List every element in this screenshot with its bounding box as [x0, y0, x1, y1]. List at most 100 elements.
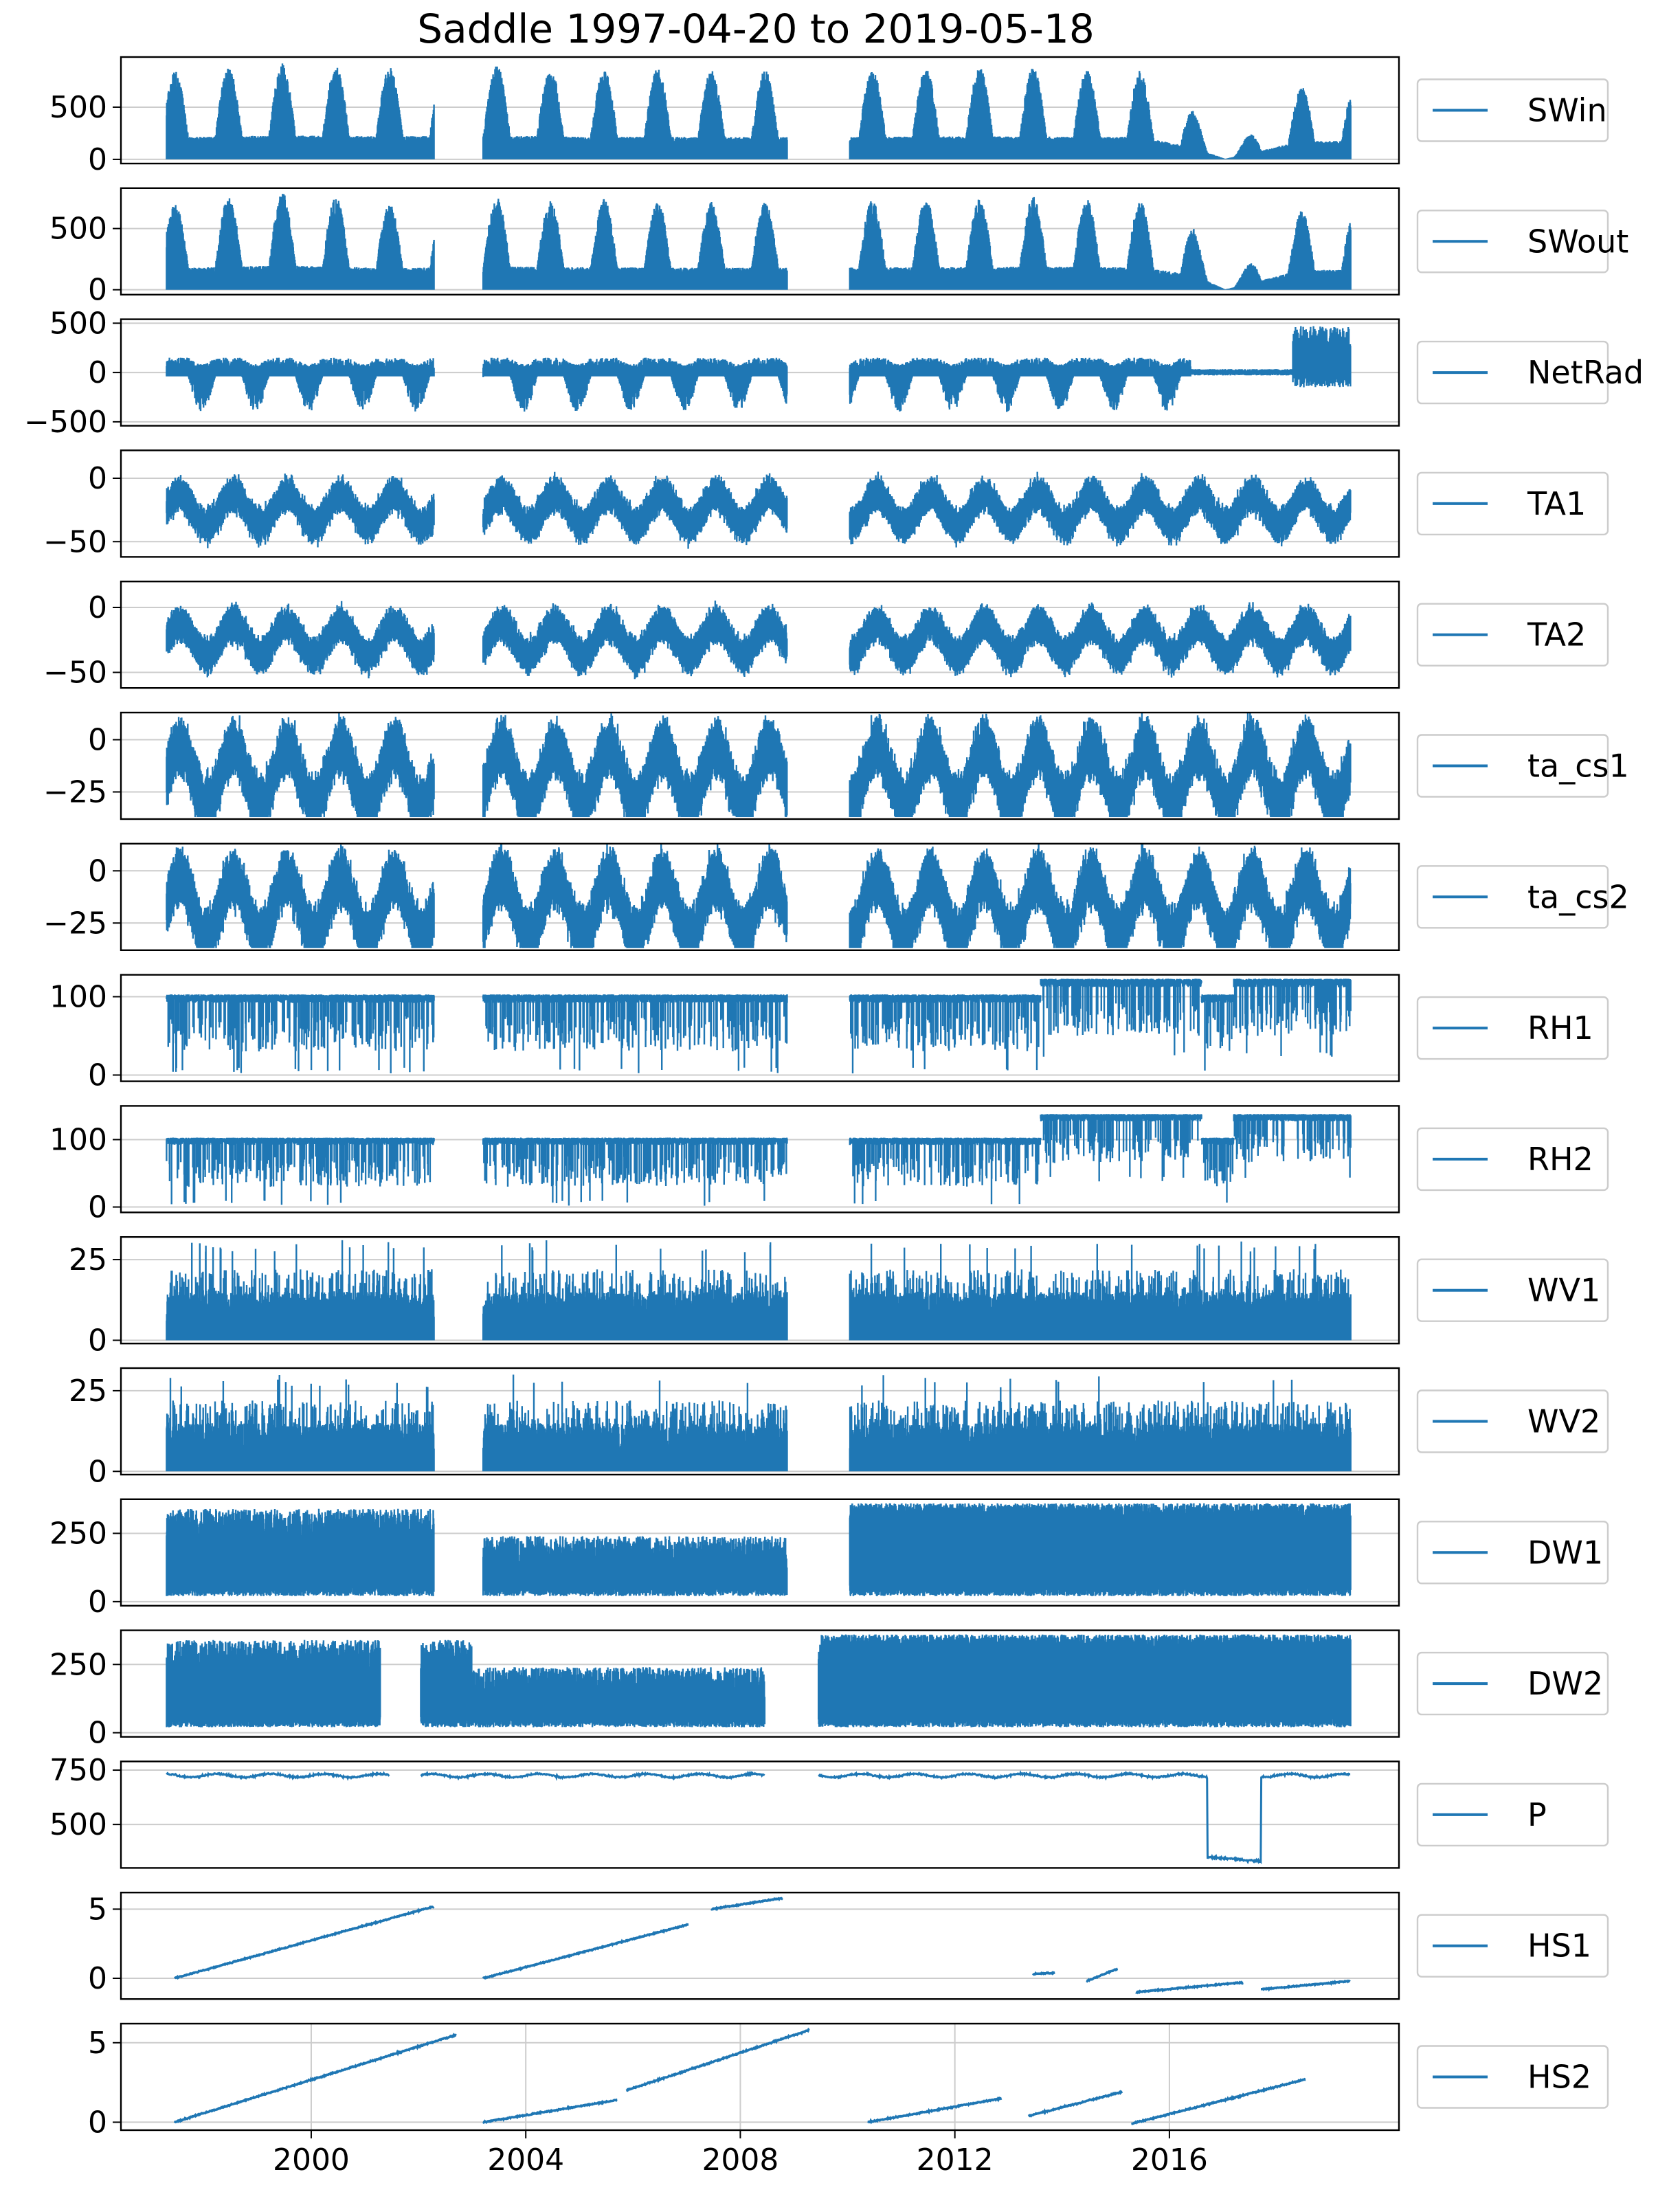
panel-frame [120, 1235, 1400, 1345]
legend-P: P [1416, 1782, 1609, 1847]
series-line [166, 601, 1352, 680]
legend-box [1416, 340, 1609, 405]
legend-box [1416, 1521, 1609, 1585]
panel-DW2: 250 0 DW2 [49, 1629, 1609, 1751]
legend-NetRad: NetRad [1416, 340, 1644, 405]
y-tick-label: 25 [69, 1374, 107, 1409]
series-segment [1135, 1980, 1244, 1995]
series-segment [482, 2098, 618, 2125]
legend-label: DW1 [1527, 1534, 1603, 1571]
legend-SWin: SWin [1416, 78, 1609, 142]
legend-box [1416, 734, 1609, 798]
panel-frame [120, 842, 1400, 952]
series-line [166, 1770, 1351, 1865]
legend-box [1416, 996, 1609, 1060]
y-tick-label: 0 [88, 355, 107, 390]
legend-box [1416, 1651, 1609, 1716]
y-tick-label: −50 [43, 524, 107, 559]
legend-label: ta_cs2 [1527, 878, 1629, 915]
series-line [166, 978, 1352, 1074]
series-segment [625, 2027, 810, 2092]
panel-TA1: 0 −50 TA1 [43, 449, 1609, 559]
y-tick-label: 25 [69, 1242, 107, 1277]
legend-HS2: HS2 [1416, 2045, 1609, 2109]
legend-label: TA2 [1527, 616, 1586, 653]
y-tick-label: 0 [88, 142, 107, 177]
x-tick-label: 2016 [1131, 2143, 1208, 2178]
legend-box [1416, 865, 1609, 929]
y-tick-label: 100 [49, 1122, 107, 1157]
legend-box [1416, 1782, 1609, 1847]
x-tick-label: 2004 [487, 2143, 564, 2178]
y-tick-label: 500 [49, 306, 107, 341]
y-tick-label: 100 [49, 980, 107, 1015]
panel-ta_cs2: 0 −25 ta_cs2 [43, 842, 1629, 952]
series-line [166, 471, 1352, 549]
legend-WV2: WV2 [1416, 1389, 1609, 1453]
panel-frame [120, 187, 1400, 295]
y-tick-label: 5 [88, 2026, 107, 2061]
y-tick-label: 0 [88, 461, 107, 496]
panel-frame [120, 581, 1400, 689]
series-RH2 [166, 1114, 1352, 1206]
legend-label: HS1 [1527, 1927, 1591, 1965]
figure-title: Saddle 1997-04-20 to 2019-05-18 [417, 5, 1094, 52]
y-tick-label: 0 [88, 273, 107, 308]
y-tick-label: 0 [88, 590, 107, 625]
panel-HS2: 5 0 2000 2004 2008 2012 2016 HS2 [88, 2022, 1609, 2178]
panel-frame [120, 1105, 1400, 1214]
panel-frame [120, 2022, 1400, 2132]
series-line [166, 1240, 1352, 1341]
legend-label: P [1527, 1796, 1547, 1833]
series-HS2 [173, 2027, 1306, 2125]
legend-ta_cs1: ta_cs1 [1416, 734, 1629, 798]
series-TA1 [166, 471, 1352, 549]
legend-ta_cs2: ta_cs2 [1416, 865, 1629, 929]
legend-label: NetRad [1527, 354, 1644, 391]
series-segment [1031, 1971, 1055, 1976]
panel-DW1: 250 0 DW1 [49, 1498, 1609, 1620]
legend-TA2: TA2 [1416, 603, 1609, 667]
series-SWin [166, 63, 1352, 159]
y-tick-label: 0 [88, 853, 107, 888]
panel-frame [120, 56, 1400, 165]
series-RH1 [166, 978, 1352, 1074]
y-tick-label: 0 [88, 1058, 107, 1093]
legend-box [1416, 1258, 1609, 1322]
y-tick-label: 500 [49, 90, 107, 125]
legend-label: ta_cs1 [1527, 748, 1629, 785]
y-tick-label: 500 [49, 1807, 107, 1842]
series-segment [710, 1897, 784, 1912]
y-tick-label: 0 [88, 1454, 107, 1489]
panel-frame [120, 974, 1400, 1082]
series-segment [1086, 1967, 1119, 1983]
series-NetRad [166, 326, 1352, 412]
legend-label: SWout [1527, 223, 1628, 260]
y-tick-label: 0 [88, 2105, 107, 2140]
panel-frame [120, 1367, 1400, 1476]
series-segment [173, 2033, 457, 2124]
legend-label: TA1 [1527, 485, 1586, 522]
series-line [166, 1634, 1352, 1727]
legend-box [1416, 210, 1609, 273]
series-line [166, 1503, 1352, 1596]
y-tick-label: 0 [88, 1323, 107, 1358]
series-ta_cs1 [166, 713, 1352, 817]
legend-box [1416, 1127, 1609, 1192]
series-ta_cs2 [166, 843, 1352, 948]
panel-HS1: 5 0 HS1 [88, 1891, 1609, 2000]
panel-NetRad: 500 0 −500 NetRad [24, 306, 1644, 440]
series-line [166, 843, 1352, 948]
panel-SWin: 0 500 SWin [49, 56, 1609, 177]
panel-frame [120, 449, 1400, 558]
y-tick-label: −50 [43, 656, 107, 691]
y-tick-label: −25 [43, 774, 107, 809]
series-DW1 [166, 1503, 1352, 1596]
y-tick-label: 0 [88, 723, 107, 758]
legend-SWout: SWout [1416, 210, 1628, 273]
y-tick-label: 750 [49, 1753, 107, 1788]
legend-label: SWin [1527, 92, 1607, 129]
series-line [166, 194, 1352, 290]
series-segment [173, 1905, 435, 1980]
